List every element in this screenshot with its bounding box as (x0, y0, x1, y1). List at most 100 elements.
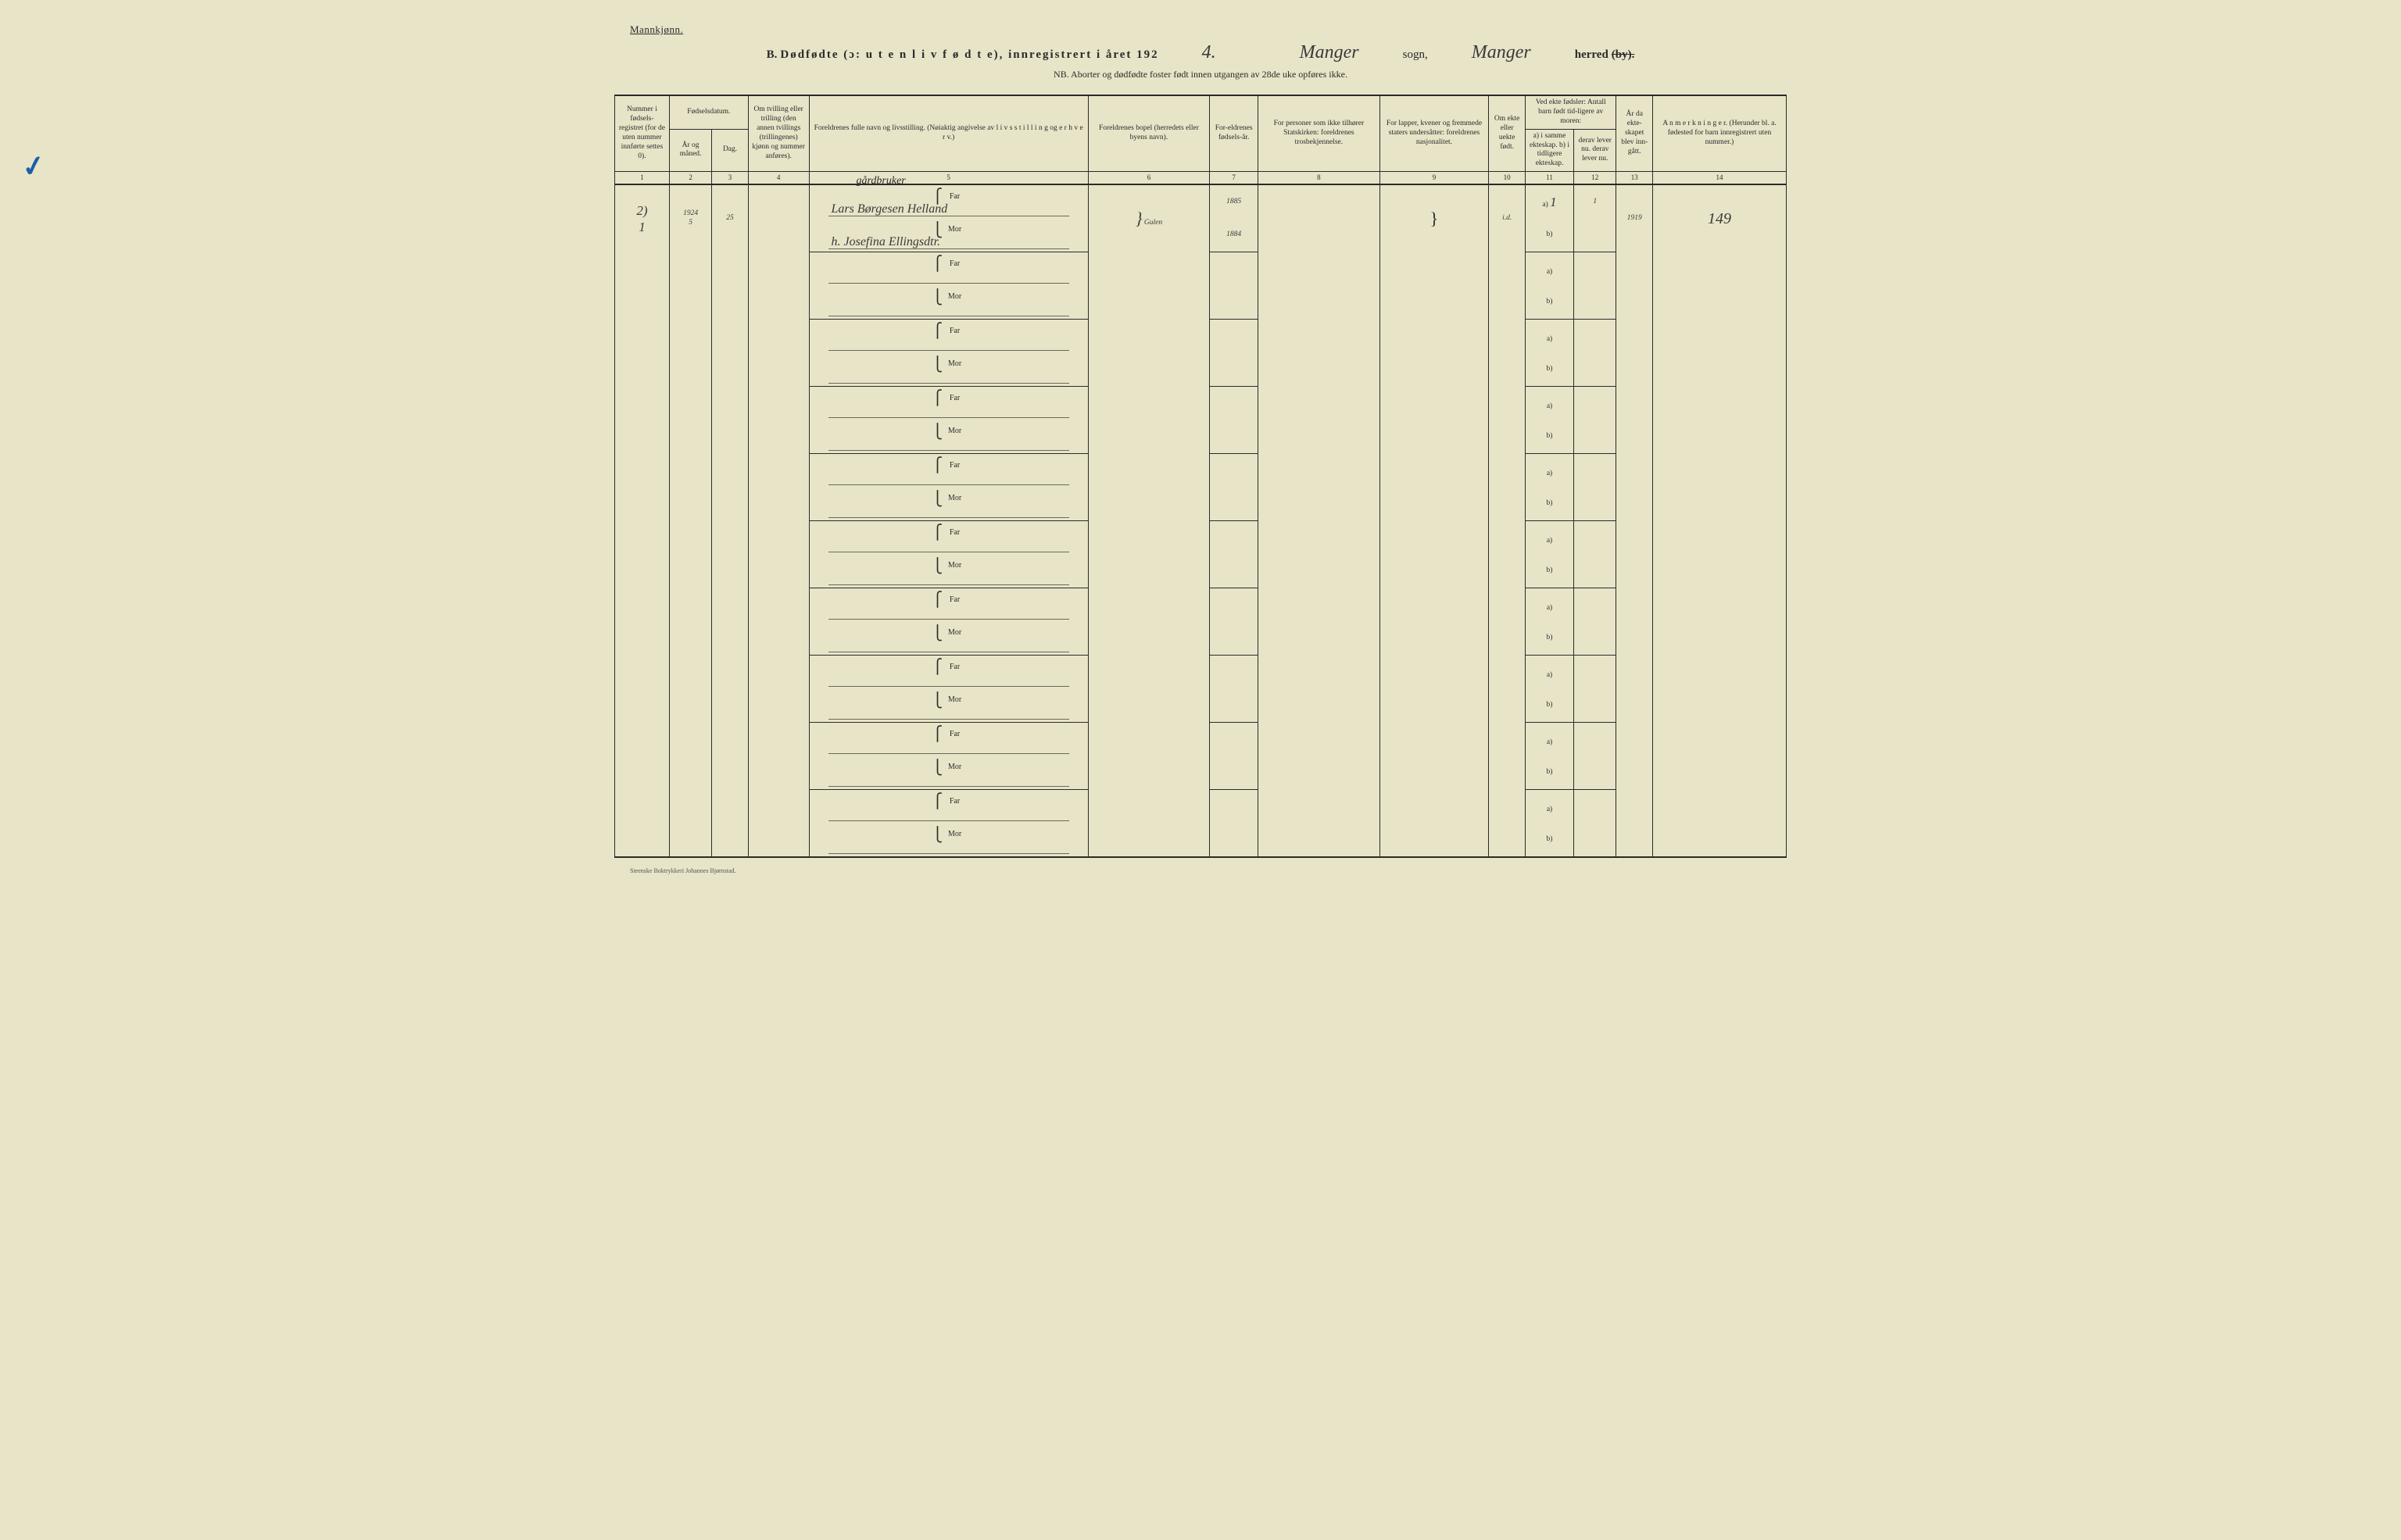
cell-number: 2)1 (615, 184, 670, 252)
col-header-3: Dag. (712, 129, 749, 172)
cell-b-lever (1574, 689, 1616, 723)
cell-religion (1258, 790, 1379, 858)
cell-b-lever (1574, 353, 1616, 387)
cell-bopel (1088, 588, 1209, 656)
cell-a-lever (1574, 790, 1616, 824)
cell-a-lever (1574, 320, 1616, 353)
mother-name: h. Josefina Ellingsdtr. (832, 234, 941, 250)
col-header-12: derav lever nu. derav lever nu. (1574, 129, 1616, 172)
cell-ekte (1489, 454, 1526, 521)
cell-bopel (1088, 723, 1209, 790)
table-row: ⎧ Far a) (615, 723, 1787, 756)
mor-line: h. Josefina Ellingsdtr. (828, 238, 1069, 249)
cell-nationality (1379, 588, 1489, 656)
cell-far-birth (1210, 656, 1258, 689)
cell-twin (748, 656, 809, 723)
cell-a-lever (1574, 454, 1616, 488)
cell-twin (748, 320, 809, 387)
cell-bopel (1088, 454, 1209, 521)
cell-a-lever: 1 (1574, 184, 1616, 219)
cell-religion (1258, 252, 1379, 320)
gender-label: Mannkjønn. (630, 23, 1787, 36)
sogn-value: Manger (1259, 42, 1400, 64)
colnum: 8 (1258, 172, 1379, 185)
cell-mother: ⎩ Mor (809, 756, 1088, 790)
cell-remark (1653, 252, 1787, 320)
cell-year-month (669, 723, 711, 790)
cell-year-month (669, 252, 711, 320)
cell-a: a) (1525, 656, 1573, 689)
father-name: Lars Børgesen Helland (832, 202, 948, 217)
cell-remark (1653, 521, 1787, 588)
cell-religion (1258, 387, 1379, 454)
far-label: Far (945, 797, 965, 807)
mor-line (828, 440, 1069, 451)
cell-mor-birth (1210, 689, 1258, 723)
mor-label: Mor (945, 225, 965, 235)
cell-remark (1653, 387, 1787, 454)
far-line (828, 609, 1069, 620)
cell-ekte (1489, 387, 1526, 454)
cell-marriage-year (1616, 454, 1653, 521)
far-label: Far (945, 461, 965, 471)
cell-twin (748, 723, 809, 790)
mor-label: Mor (945, 359, 965, 370)
cell-b: b) (1525, 286, 1573, 320)
colnum: 11 (1525, 172, 1573, 185)
cell-nationality (1379, 252, 1489, 320)
far-label: Far (945, 394, 965, 404)
cell-ekte (1489, 588, 1526, 656)
cell-number (615, 588, 670, 656)
subtitle: NB. Aborter og dødfødte foster født inne… (614, 69, 1787, 80)
cell-father: gårdbruker ⎧ Far Lars Børgesen Helland (809, 184, 1088, 219)
cell-number (615, 387, 670, 454)
far-line (828, 474, 1069, 485)
mor-line (828, 305, 1069, 316)
far-label: Far (945, 730, 965, 740)
cell-b: b) (1525, 824, 1573, 858)
table-row: ⎧ Far a) (615, 320, 1787, 353)
cell-ekte (1489, 656, 1526, 723)
far-label: Far (945, 528, 965, 538)
cell-religion (1258, 521, 1379, 588)
cell-b: b) (1525, 219, 1573, 252)
cell-bopel (1088, 521, 1209, 588)
cell-bopel (1088, 387, 1209, 454)
herred-value: Manger (1431, 42, 1572, 64)
col-header-2: År og måned. (669, 129, 711, 172)
cell-year-month: 19245 (669, 184, 711, 252)
cell-a: a) (1525, 320, 1573, 353)
cell-b-lever (1574, 622, 1616, 656)
cell-religion (1258, 656, 1379, 723)
far-line (828, 676, 1069, 687)
cell-day (712, 588, 749, 656)
cell-ekte (1489, 723, 1526, 790)
cell-a: a) 1 (1525, 184, 1573, 219)
cell-a-lever (1574, 252, 1616, 286)
cell-b: b) (1525, 689, 1573, 723)
col-header-11-group: Ved ekte fødsler: Antall barn født tid-l… (1525, 95, 1616, 129)
cell-twin (748, 454, 809, 521)
cell-b: b) (1525, 420, 1573, 454)
cell-religion (1258, 454, 1379, 521)
mor-line (828, 507, 1069, 518)
cell-mor-birth (1210, 488, 1258, 521)
cell-year-month (669, 387, 711, 454)
mor-line (828, 709, 1069, 720)
mor-label: Mor (945, 628, 965, 638)
cell-nationality (1379, 454, 1489, 521)
cell-marriage-year (1616, 320, 1653, 387)
colnum: 6 (1088, 172, 1209, 185)
cell-ekte: i.d. (1489, 184, 1526, 252)
cell-far-birth (1210, 790, 1258, 824)
cell-a-lever (1574, 387, 1616, 420)
cell-year-month (669, 521, 711, 588)
mor-label: Mor (945, 427, 965, 437)
cell-year-month (669, 656, 711, 723)
col-header-1: Nummer i fødsels-registret (for de uten … (615, 95, 670, 172)
cell-marriage-year (1616, 252, 1653, 320)
cell-twin (748, 387, 809, 454)
cell-b-lever (1574, 420, 1616, 454)
cell-day (712, 387, 749, 454)
cell-mother: ⎩ Mor (809, 286, 1088, 320)
